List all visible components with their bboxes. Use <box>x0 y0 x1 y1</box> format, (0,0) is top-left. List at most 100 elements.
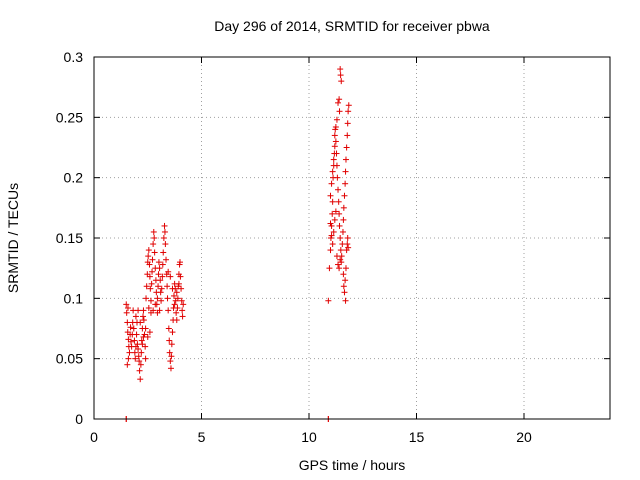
data-point <box>125 355 132 362</box>
data-point <box>138 337 145 344</box>
data-point <box>341 289 348 296</box>
data-point <box>340 283 347 290</box>
data-point <box>344 120 351 127</box>
data-point <box>166 337 173 344</box>
data-point <box>137 361 144 368</box>
data-point <box>342 297 349 304</box>
plot-frame <box>93 56 611 420</box>
data-point <box>329 210 336 217</box>
data-point <box>334 174 341 181</box>
data-point <box>173 309 180 316</box>
data-point <box>131 349 138 356</box>
data-point <box>336 222 343 229</box>
data-point <box>145 253 152 260</box>
data-point <box>337 247 344 254</box>
data-point <box>164 295 171 302</box>
data-point <box>330 228 337 235</box>
data-point <box>126 349 133 356</box>
data-point <box>165 268 172 275</box>
data-point <box>157 289 164 296</box>
data-point <box>130 325 137 332</box>
data-point <box>124 319 131 326</box>
data-point <box>328 180 335 187</box>
data-point <box>173 317 180 324</box>
data-point <box>180 301 187 308</box>
y-tick-label: 0.1 <box>64 290 84 306</box>
data-point <box>329 168 336 175</box>
data-point <box>337 235 344 241</box>
data-point <box>143 283 150 290</box>
data-point <box>329 198 336 205</box>
data-point <box>340 216 347 223</box>
data-point <box>327 220 334 227</box>
data-point <box>145 304 152 311</box>
data-point <box>132 355 139 362</box>
data-point <box>165 325 172 332</box>
data-point <box>175 280 182 287</box>
data-point <box>159 273 166 280</box>
data-point <box>123 301 130 308</box>
data-point <box>333 162 340 169</box>
data-point <box>177 259 183 266</box>
y-tick-label: 0.25 <box>56 109 83 125</box>
data-point <box>156 265 163 272</box>
data-point <box>179 313 186 320</box>
data-point <box>342 277 349 284</box>
data-point <box>338 78 345 85</box>
data-point <box>341 192 348 199</box>
data-point <box>132 313 139 320</box>
data-point <box>133 331 140 338</box>
data-point <box>158 285 165 292</box>
data-point <box>329 241 336 248</box>
data-point <box>151 249 158 256</box>
data-point <box>140 333 147 340</box>
data-point <box>164 283 171 290</box>
data-point <box>159 261 166 268</box>
data-point <box>139 341 146 348</box>
data-point <box>331 143 338 150</box>
data-point <box>345 244 352 251</box>
data-point <box>166 349 173 356</box>
data-point <box>342 156 349 163</box>
data-point <box>336 265 343 272</box>
data-point <box>143 295 150 302</box>
data-point <box>167 273 174 280</box>
y-tick-label: 0.15 <box>56 230 83 246</box>
data-point <box>340 204 347 211</box>
data-point <box>344 235 351 241</box>
data-point <box>169 285 176 292</box>
data-point <box>140 317 147 324</box>
y-tick-label: 0.2 <box>64 170 84 186</box>
data-point <box>140 307 147 314</box>
data-point <box>342 168 349 175</box>
data-point <box>173 289 180 296</box>
data-point <box>155 283 162 290</box>
data-point <box>146 261 153 268</box>
data-point <box>174 295 181 302</box>
y-tick-label: 0.05 <box>56 351 83 367</box>
data-point <box>127 324 134 331</box>
data-point <box>335 198 342 205</box>
data-point <box>177 273 184 280</box>
data-point <box>328 232 335 239</box>
data-point <box>135 346 142 353</box>
data-point <box>327 247 334 254</box>
data-point <box>333 150 340 157</box>
data-point <box>343 144 350 151</box>
data-point <box>342 180 349 187</box>
data-point <box>157 277 164 284</box>
x-axis-label: GPS time / hours <box>299 457 406 473</box>
chart-title: Day 296 of 2014, SRMTID for receiver pbw… <box>214 18 490 34</box>
data-point <box>332 138 339 145</box>
data-point <box>167 365 174 372</box>
data-point <box>171 301 178 308</box>
y-tick-label: 0 <box>75 411 83 427</box>
data-point <box>327 192 334 199</box>
data-point <box>142 355 149 362</box>
data-point <box>325 297 332 304</box>
data-point <box>131 337 138 344</box>
data-point <box>337 66 344 73</box>
data-point <box>178 297 185 304</box>
data-point <box>168 341 175 348</box>
x-tick-label: 0 <box>90 429 98 445</box>
